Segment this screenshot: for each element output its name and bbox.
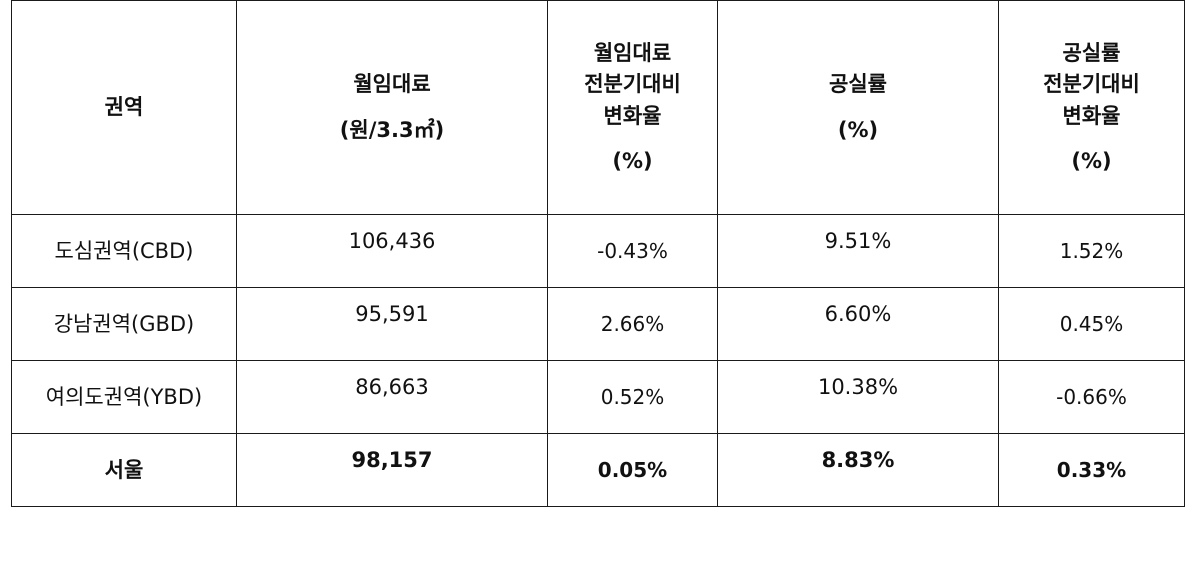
vacancy-change-cell: 0.45% [998,287,1185,361]
rent-cell: 95,591 [236,287,548,361]
table-row: 도심권역(CBD) 106,436 -0.43% 9.51% 1.52% [11,214,1185,288]
rent-cell: 106,436 [236,214,548,288]
rent-change-cell: -0.43% [547,214,718,288]
office-rent-vacancy-table: 권역 월임대료 (원/3.3㎡) 월임대료 전분기대비 변화율 (%) 공실률 … [11,0,1185,507]
header-region: 권역 [11,0,237,215]
header-vacancy-rate: 공실률 (%) [717,0,999,215]
table-row: 여의도권역(YBD) 86,663 0.52% 10.38% -0.66% [11,360,1185,434]
rent-cell: 86,663 [236,360,548,434]
vacancy-change-cell: 0.33% [998,433,1185,507]
rent-cell: 98,157 [236,433,548,507]
rent-change-cell: 0.52% [547,360,718,434]
table-row: 강남권역(GBD) 95,591 2.66% 6.60% 0.45% [11,287,1185,361]
region-cell: 도심권역(CBD) [11,214,237,288]
table-row-total: 서울 98,157 0.05% 8.83% 0.33% [11,433,1185,507]
region-cell: 여의도권역(YBD) [11,360,237,434]
header-monthly-rent: 월임대료 (원/3.3㎡) [236,0,548,215]
header-row: 권역 월임대료 (원/3.3㎡) 월임대료 전분기대비 변화율 (%) 공실률 … [11,0,1185,215]
rent-change-cell: 0.05% [547,433,718,507]
region-cell: 강남권역(GBD) [11,287,237,361]
vacancy-cell: 6.60% [717,287,999,361]
vacancy-cell: 9.51% [717,214,999,288]
header-rent-change: 월임대료 전분기대비 변화율 (%) [547,0,718,215]
region-cell: 서울 [11,433,237,507]
vacancy-cell: 10.38% [717,360,999,434]
header-vacancy-change: 공실률 전분기대비 변화율 (%) [998,0,1185,215]
vacancy-cell: 8.83% [717,433,999,507]
vacancy-change-cell: -0.66% [998,360,1185,434]
vacancy-change-cell: 1.52% [998,214,1185,288]
rent-change-cell: 2.66% [547,287,718,361]
